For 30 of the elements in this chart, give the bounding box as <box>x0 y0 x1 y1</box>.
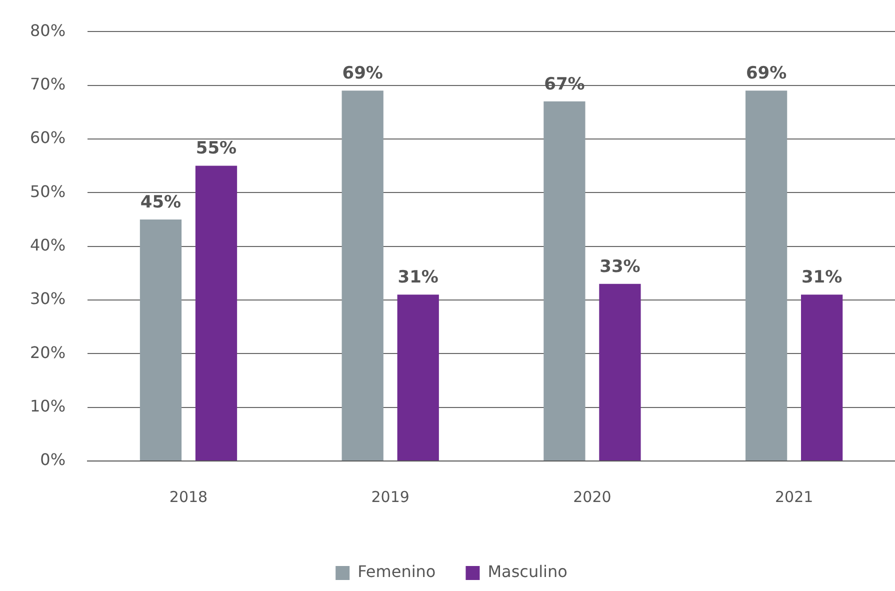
y-tick-label: 80% <box>30 20 66 40</box>
bar <box>544 101 586 460</box>
y-tick-label: 0% <box>40 450 66 470</box>
text: 69% <box>342 64 383 84</box>
text: 69% <box>746 64 787 84</box>
legend-label: Femenino <box>358 562 436 582</box>
bar <box>599 284 641 460</box>
y-tick-label: 60% <box>30 128 66 148</box>
text: 31% <box>801 268 842 288</box>
y-tick-label: 10% <box>30 396 66 416</box>
y-tick-label: 50% <box>30 182 66 201</box>
x-tick-label: 2019 <box>371 488 410 506</box>
y-tick-label: 40% <box>30 235 66 254</box>
bar <box>801 294 843 460</box>
bar <box>140 219 182 460</box>
bar <box>342 90 384 460</box>
text: 33% <box>600 256 640 277</box>
legend-label: Masculino <box>488 562 568 582</box>
x-tick-label: 2020 <box>573 488 612 506</box>
x-tick-label: 2021 <box>774 488 814 506</box>
text: 31% <box>398 268 438 288</box>
bar <box>746 90 788 460</box>
bar <box>397 294 439 460</box>
y-tick-label: 20% <box>30 342 66 362</box>
bar <box>195 166 238 460</box>
text: 55% <box>196 138 237 159</box>
y-tick-label: 30% <box>30 289 66 308</box>
x-tick-label: 2018 <box>169 488 208 506</box>
y-tick-label: 70% <box>30 74 66 94</box>
text: 45% <box>140 192 182 212</box>
